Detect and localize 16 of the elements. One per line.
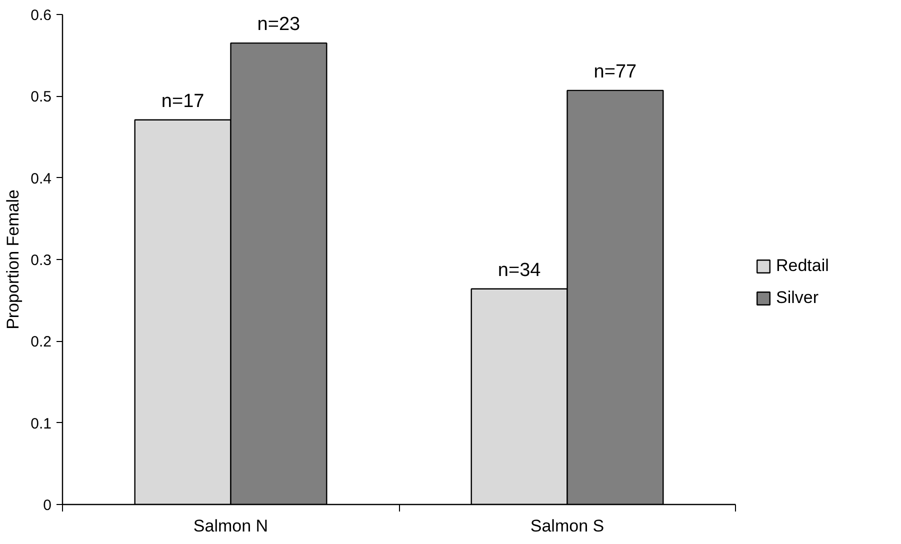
y-tick-label: 0 (43, 497, 52, 514)
y-axis-title: Proportion Female (4, 190, 23, 330)
y-tick-label: 0.4 (30, 170, 52, 188)
annotation: n=34 (498, 260, 542, 281)
legend-label: Silver (776, 288, 819, 308)
y-tick-label: 0.1 (30, 415, 52, 432)
x-tick-label: Salmon S (530, 516, 604, 536)
annotation: n=23 (257, 14, 300, 36)
annotation: n=77 (594, 61, 637, 82)
y-tick-label: 0.6 (30, 7, 52, 24)
legend-label: Redtail (776, 256, 829, 276)
x-tick-label: Salmon N (193, 516, 268, 536)
y-tick-label: 0.3 (30, 252, 52, 269)
y-tick-label: 0.5 (30, 88, 52, 106)
annotation: n=17 (161, 90, 204, 112)
y-tick-label: 0.2 (30, 334, 52, 351)
